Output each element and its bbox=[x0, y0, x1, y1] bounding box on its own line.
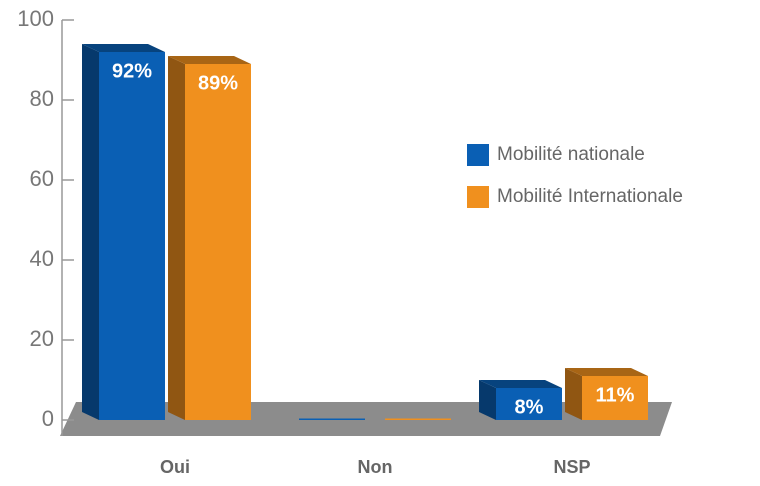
y-tick-label: 100 bbox=[17, 6, 54, 31]
y-tick-label: 40 bbox=[30, 246, 54, 271]
bar-side bbox=[479, 380, 496, 420]
legend-swatch bbox=[467, 186, 489, 208]
legend-label: Mobilité Internationale bbox=[497, 186, 683, 207]
bar-top bbox=[82, 44, 165, 52]
value-label: 92% bbox=[112, 60, 152, 82]
x-tick-label: Oui bbox=[160, 457, 190, 477]
bar-top bbox=[565, 368, 648, 376]
bar-side bbox=[168, 56, 185, 420]
bar-top bbox=[168, 56, 251, 64]
x-tick-label: NSP bbox=[553, 457, 590, 477]
value-label: 11% bbox=[596, 384, 635, 406]
bar bbox=[99, 52, 165, 420]
legend-swatch bbox=[467, 144, 489, 166]
y-tick-label: 20 bbox=[30, 326, 54, 351]
bar-side bbox=[82, 44, 99, 420]
bar bbox=[299, 418, 365, 420]
bar bbox=[496, 388, 562, 420]
y-tick-label: 60 bbox=[30, 166, 54, 191]
x-tick-label: Non bbox=[358, 457, 393, 477]
legend-label: Mobilité nationale bbox=[497, 144, 645, 165]
bar bbox=[385, 418, 451, 420]
y-tick-label: 0 bbox=[42, 406, 54, 431]
value-label: 89% bbox=[198, 72, 238, 94]
bar-side bbox=[565, 368, 582, 420]
bar bbox=[185, 64, 251, 420]
value-label: 8% bbox=[515, 396, 544, 418]
bar-top bbox=[479, 380, 562, 388]
bar bbox=[582, 376, 648, 420]
y-tick-label: 80 bbox=[30, 86, 54, 111]
